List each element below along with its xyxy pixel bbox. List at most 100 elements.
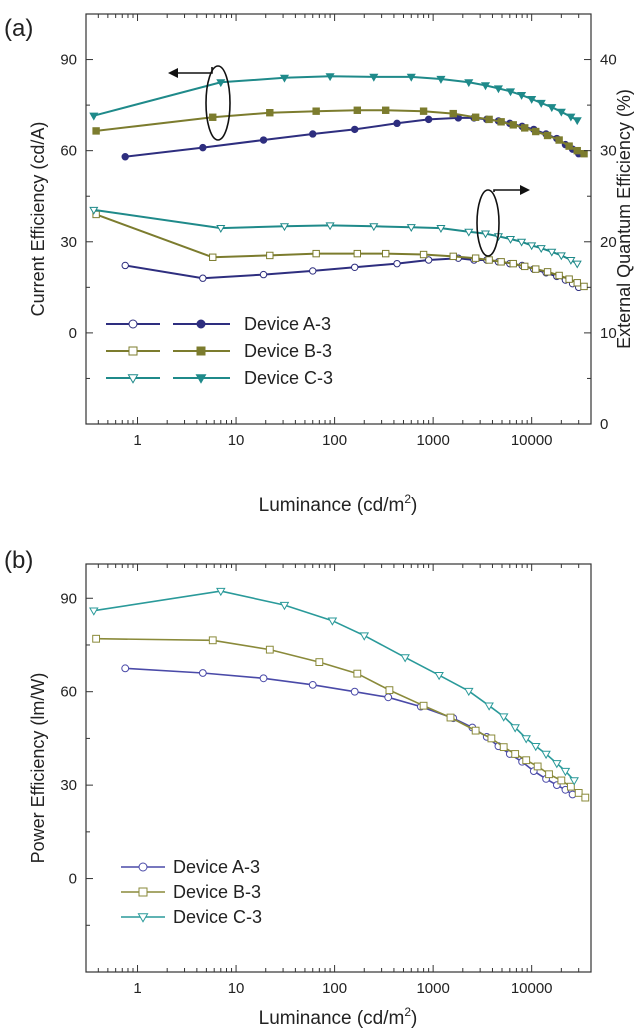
panel-a-data-point <box>565 275 573 283</box>
panel-a-data-point <box>89 112 99 121</box>
panel-b-x-tick-label: 1000 <box>416 980 449 997</box>
panel-a-data-point <box>517 92 527 100</box>
panel-b-data-point <box>198 669 207 677</box>
panel-a-annotation-layer <box>168 65 530 257</box>
panel-a-data-point <box>555 136 563 144</box>
panel-b-data-point <box>484 702 494 711</box>
panel-a-data-point <box>556 108 566 117</box>
panel-a-data-point <box>199 143 207 152</box>
panel-a-y-axis-left-label: Current Efficiency (cd/A) <box>28 122 48 317</box>
panel-a-data-point <box>419 107 428 115</box>
panel-a-data-point <box>527 95 537 104</box>
panel-a-y-left-tick-label: 30 <box>60 234 77 251</box>
panel-b-data-point <box>327 617 338 626</box>
panel-b-data-point <box>92 634 101 643</box>
panel-a-y-right-tick-label: 0 <box>600 416 608 433</box>
panel-a-x-tick-label: 1 <box>133 432 141 449</box>
panel-b-data-point <box>521 735 531 744</box>
panel-a-data-point <box>471 113 480 121</box>
panel-a-data-point <box>517 238 527 247</box>
panel-a: (a) Device A-3 Device B-3 Device C-3 1 10 10… <box>4 13 634 516</box>
panel-a-data-point <box>325 73 335 82</box>
panel-a-data-point <box>556 252 566 261</box>
panel-b-data-point <box>446 713 455 722</box>
panel-a-data-point <box>266 251 274 260</box>
panel-a-data-point <box>279 223 290 232</box>
panel-a-data-point <box>449 109 457 118</box>
panel-b-y-tick-label: 30 <box>60 777 77 794</box>
panel-a-data-point <box>485 256 493 264</box>
panel-b-data-point <box>511 750 520 758</box>
panel-b-data-point <box>487 734 496 743</box>
panel-a-x-axis-label-close: ) <box>411 495 417 516</box>
panel-a-data-point <box>580 150 588 158</box>
panel-b-legend-marker <box>137 913 149 923</box>
panel-a-data-point <box>493 85 503 94</box>
current-efficiency-group-ellipse <box>205 65 231 141</box>
panel-a-data-point <box>572 117 582 126</box>
panel-a-data-point <box>312 249 320 258</box>
panel-b-data-point <box>581 793 590 802</box>
panel-b: (b) Device A-3 Device B-3 Device C-3 1 10 10… <box>4 547 592 1029</box>
right-axis-arrowhead <box>520 185 530 195</box>
panel-b-data-point <box>498 713 509 722</box>
panel-a-data-point <box>547 104 557 113</box>
panel-a-data-point <box>259 270 268 279</box>
panel-a-data-point <box>406 224 416 233</box>
panel-b-legend-marker <box>138 887 148 897</box>
panel-b-data-point <box>350 687 359 696</box>
panel-a-legend: Device A-3 Device B-3 Device C-3 <box>106 314 333 388</box>
panel-a-data-point <box>436 225 446 233</box>
panel-b-x-axis-label-close: ) <box>411 1008 417 1029</box>
panel-b-y-axis-label: Power Efficiency (lm/W) <box>28 673 48 864</box>
panel-a-y-left-tick-label: 0 <box>69 325 77 342</box>
panel-b-data-point <box>499 743 508 752</box>
panel-a-data-point <box>449 252 457 261</box>
panel-a-legend-marker-filled <box>196 319 206 329</box>
panel-a-x-axis-label: Luminance (cd/m2) <box>259 492 418 516</box>
panel-b-data-point <box>530 742 541 752</box>
panel-a-data-point <box>121 261 129 270</box>
panel-a-data-point <box>266 109 274 117</box>
panel-b-y-axis: 0 30 60 90 <box>60 590 93 926</box>
panel-b-data-point <box>89 607 99 616</box>
panel-a-y-right-tick-label: 10 <box>600 325 617 342</box>
panel-a-label: (a) <box>4 15 33 42</box>
panel-a-data-point <box>485 115 493 124</box>
panel-a-data-point <box>532 127 540 136</box>
panel-b-y-tick-label: 0 <box>69 871 77 888</box>
panel-a-data-point <box>353 249 362 258</box>
eqe-group-ellipse <box>476 189 500 257</box>
panel-a-data-point <box>325 222 335 231</box>
panel-b-data-point <box>315 658 324 667</box>
panel-b-data-point <box>471 726 480 735</box>
panel-a-data-point <box>121 153 129 161</box>
panel-a-data-point <box>573 146 581 155</box>
left-axis-arrow-shaft <box>176 67 213 74</box>
panel-a-data-point <box>92 210 100 219</box>
panel-a-series-layer <box>89 73 588 292</box>
panel-a-data-point <box>464 79 474 88</box>
panel-a-data-point <box>209 253 217 261</box>
panel-b-data-point <box>574 789 583 797</box>
panel-b-data-point <box>566 782 575 791</box>
panel-a-y-right-tick-label: 30 <box>600 143 617 160</box>
panel-a-data-point <box>419 250 428 259</box>
panel-b-data-point <box>121 664 130 673</box>
panel-b-x-axis: 1 10 100 1000 10000 <box>85 564 592 997</box>
panel-a-data-point <box>351 125 359 134</box>
panel-b-data-point <box>259 674 268 683</box>
panel-b-data-point <box>552 760 562 769</box>
panel-a-legend-marker-filled <box>196 346 206 356</box>
panel-b-y-tick-label: 60 <box>60 684 77 701</box>
panel-a-data-point <box>92 127 100 135</box>
panel-a-data-point <box>381 249 390 258</box>
panel-a-data-point <box>536 99 546 108</box>
panel-b-label: (b) <box>4 547 33 574</box>
panel-a-data-point <box>89 206 99 215</box>
panel-b-data-point <box>545 770 553 779</box>
panel-b-data-point <box>533 762 542 771</box>
panel-a-data-point <box>279 74 290 83</box>
panel-b-x-tick-label: 10 <box>228 980 245 997</box>
panel-b-legend: Device A-3 Device B-3 Device C-3 <box>121 857 262 927</box>
